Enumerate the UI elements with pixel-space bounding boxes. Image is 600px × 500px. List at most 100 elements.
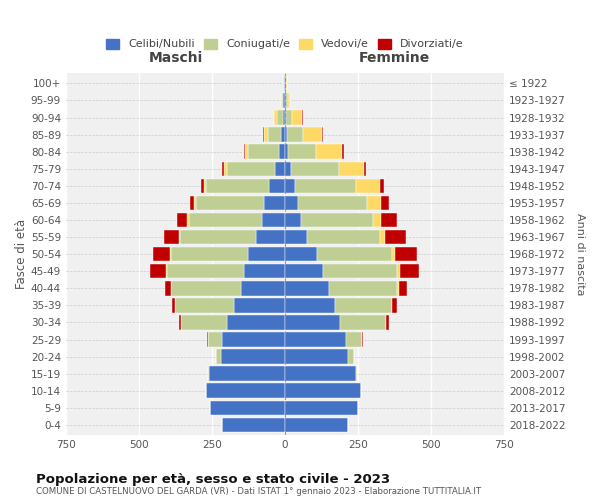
Bar — [287, 93, 290, 108]
Bar — [285, 196, 298, 210]
Bar — [190, 196, 194, 210]
Bar — [295, 178, 356, 193]
Bar — [285, 418, 348, 432]
Bar — [400, 264, 419, 278]
Bar — [285, 315, 340, 330]
Bar — [380, 230, 385, 244]
Bar — [292, 110, 302, 125]
Bar — [307, 230, 380, 244]
Bar — [286, 110, 292, 125]
Bar — [269, 178, 285, 193]
Bar — [367, 196, 381, 210]
Bar — [392, 247, 395, 262]
Bar — [283, 93, 285, 108]
Bar — [244, 144, 245, 159]
Bar — [150, 264, 166, 278]
Bar — [395, 247, 417, 262]
Bar — [285, 247, 317, 262]
Bar — [399, 281, 407, 295]
Bar — [216, 350, 221, 364]
Bar — [285, 366, 356, 381]
Bar — [179, 315, 181, 330]
Bar — [298, 196, 367, 210]
Y-axis label: Anni di nascita: Anni di nascita — [575, 213, 585, 296]
Text: Maschi: Maschi — [148, 50, 203, 64]
Bar — [397, 264, 400, 278]
Bar — [206, 178, 269, 193]
Bar — [285, 350, 348, 364]
Bar — [392, 298, 397, 312]
Bar — [386, 315, 389, 330]
Bar — [335, 298, 392, 312]
Bar — [256, 230, 285, 244]
Bar — [317, 247, 392, 262]
Bar — [385, 230, 406, 244]
Bar — [248, 247, 285, 262]
Bar — [286, 93, 287, 108]
Bar — [171, 281, 241, 295]
Bar — [180, 230, 256, 244]
Bar — [285, 144, 289, 159]
Bar — [285, 298, 335, 312]
Bar — [340, 315, 386, 330]
Y-axis label: Fasce di età: Fasce di età — [15, 219, 28, 289]
Bar — [221, 350, 285, 364]
Bar — [281, 128, 285, 142]
Bar — [202, 178, 204, 193]
Bar — [196, 196, 265, 210]
Bar — [153, 247, 170, 262]
Bar — [285, 128, 287, 142]
Bar — [285, 384, 361, 398]
Bar — [264, 128, 268, 142]
Bar — [348, 350, 353, 364]
Bar — [323, 264, 397, 278]
Bar — [304, 128, 322, 142]
Bar — [285, 178, 295, 193]
Text: Femmine: Femmine — [359, 50, 430, 64]
Bar — [279, 144, 285, 159]
Bar — [234, 298, 285, 312]
Bar — [286, 76, 287, 90]
Bar — [373, 212, 381, 227]
Bar — [227, 315, 285, 330]
Bar — [172, 298, 175, 312]
Bar — [291, 162, 339, 176]
Bar — [165, 281, 171, 295]
Bar — [204, 178, 206, 193]
Bar — [301, 212, 373, 227]
Bar — [285, 93, 286, 108]
Bar — [285, 281, 329, 295]
Bar — [380, 178, 384, 193]
Bar — [329, 281, 397, 295]
Bar — [285, 212, 301, 227]
Bar — [343, 144, 344, 159]
Bar — [187, 212, 188, 227]
Bar — [167, 264, 244, 278]
Bar — [287, 128, 304, 142]
Bar — [241, 281, 285, 295]
Bar — [171, 247, 248, 262]
Bar — [175, 298, 234, 312]
Bar — [281, 93, 282, 108]
Bar — [285, 110, 286, 125]
Bar — [381, 196, 389, 210]
Bar — [316, 144, 343, 159]
Bar — [268, 128, 281, 142]
Bar — [248, 144, 279, 159]
Bar — [206, 384, 285, 398]
Bar — [208, 332, 222, 347]
Bar — [179, 230, 180, 244]
Bar — [164, 230, 179, 244]
Bar — [265, 196, 285, 210]
Bar — [222, 332, 285, 347]
Bar — [285, 264, 323, 278]
Bar — [285, 400, 358, 415]
Bar — [277, 110, 283, 125]
Bar — [275, 162, 285, 176]
Bar — [282, 93, 283, 108]
Bar — [285, 230, 307, 244]
Bar — [209, 366, 285, 381]
Bar — [227, 162, 275, 176]
Bar — [177, 212, 187, 227]
Bar — [224, 162, 227, 176]
